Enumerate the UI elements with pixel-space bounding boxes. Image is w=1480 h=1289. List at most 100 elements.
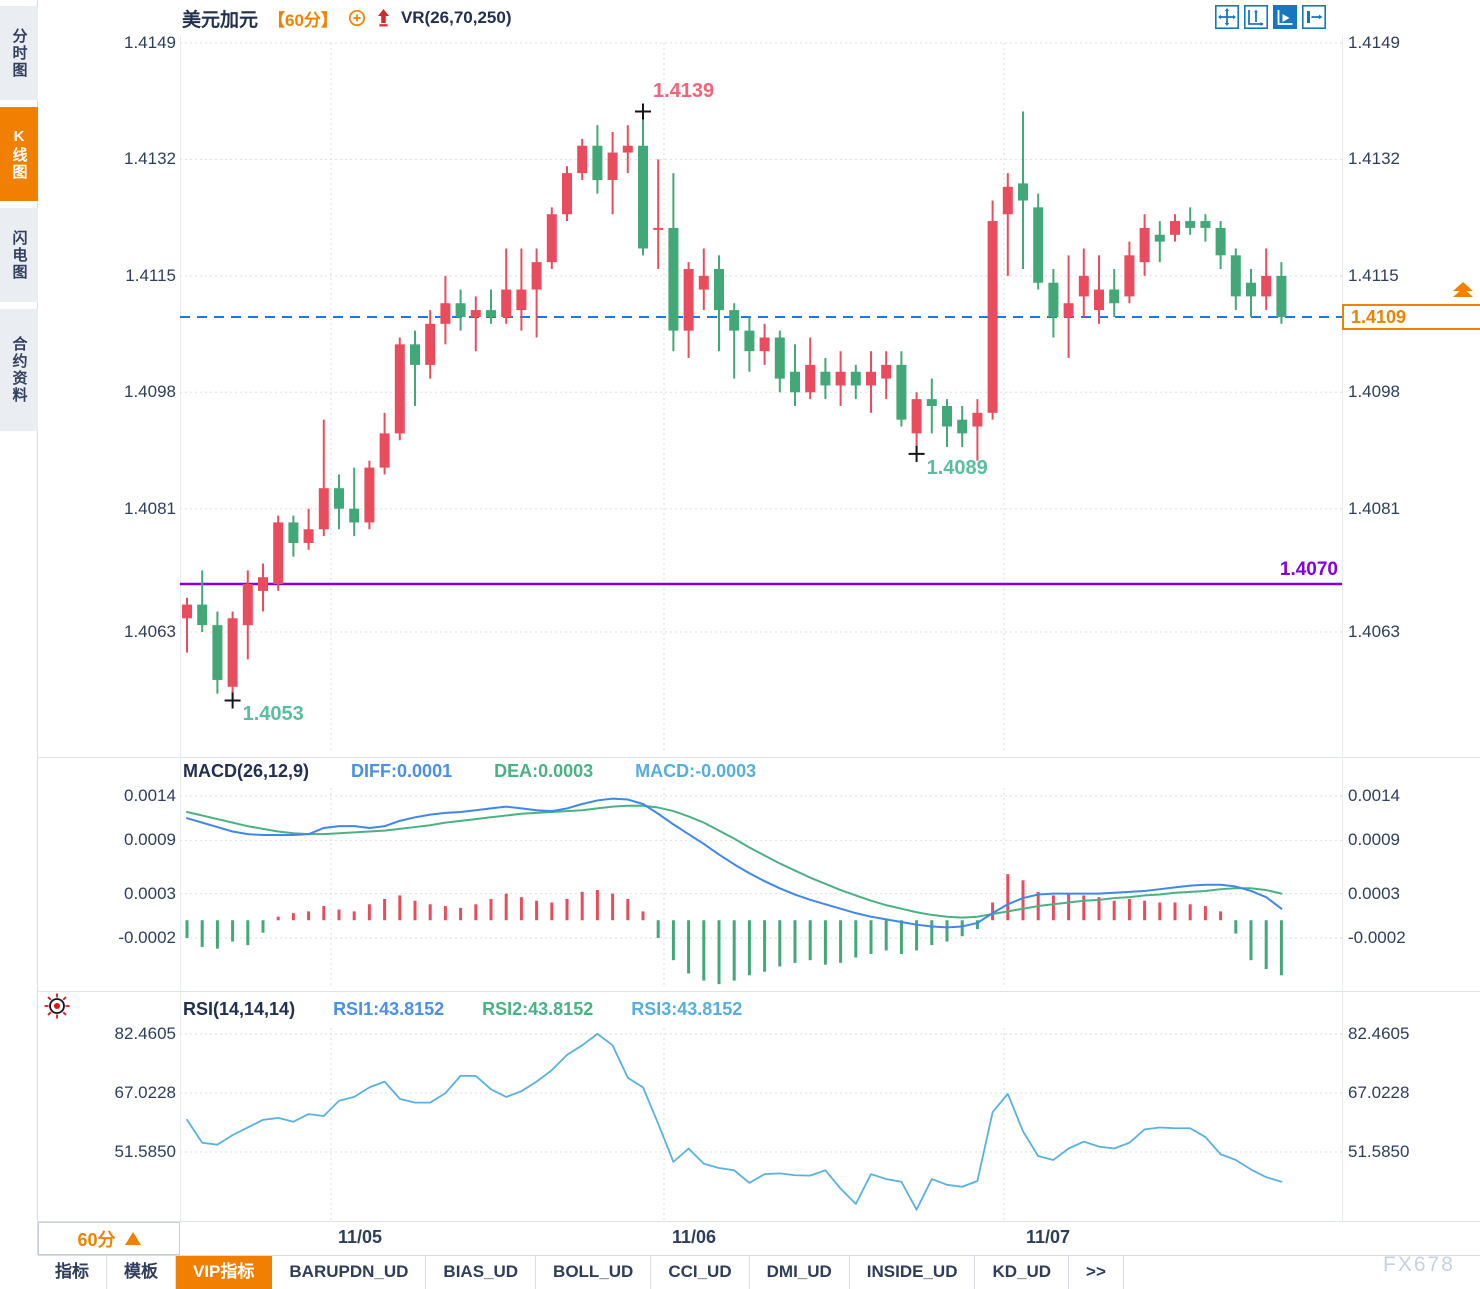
candle-body — [759, 337, 770, 352]
tab-vip-indicators[interactable]: VIP指标 — [176, 1256, 273, 1289]
candle-body — [1139, 227, 1150, 263]
sidebar-item-time-chart[interactable]: 分时图 — [0, 6, 38, 100]
plus-circle-icon[interactable] — [348, 9, 366, 27]
tab-dmi-ud[interactable]: DMI_UD — [750, 1256, 850, 1289]
candle-body — [622, 145, 633, 153]
macd-histogram-bar — [1097, 897, 1101, 921]
macd-histogram-bar — [1264, 920, 1268, 970]
macd-histogram-bar — [671, 920, 675, 961]
macd-title: MACD(26,12,9) — [183, 761, 310, 781]
candle-body — [774, 337, 785, 379]
macd-histogram-bar — [565, 898, 569, 921]
candle-body — [455, 303, 466, 317]
tab-templates[interactable]: 模板 — [107, 1256, 176, 1289]
chart-toolbar — [1215, 5, 1326, 29]
candle-body — [1063, 303, 1074, 317]
candle-body — [1124, 255, 1135, 297]
macd-histogram-bar — [1143, 900, 1147, 921]
macd-histogram-bar — [550, 902, 554, 921]
macd-histogram-bar — [869, 920, 873, 954]
tab-cci-ud[interactable]: CCI_UD — [651, 1256, 750, 1289]
pan-right-icon[interactable] — [1302, 5, 1326, 29]
candle-body — [1109, 289, 1120, 304]
tab-barupdn-ud[interactable]: BARUPDN_UD — [272, 1256, 427, 1289]
candle-body — [668, 227, 679, 331]
indicator-label[interactable]: VR(26,70,250) — [400, 8, 512, 27]
macd-histogram-bar — [246, 920, 250, 946]
candle-body — [1230, 255, 1241, 297]
candle-body — [470, 310, 481, 317]
x-axis-date: 11/06 — [672, 1227, 717, 1247]
macd-histogram-bar — [231, 920, 235, 942]
macd-histogram-bar — [854, 920, 858, 958]
candle-body — [182, 604, 192, 619]
tab-inside-ud[interactable]: INSIDE_UD — [850, 1256, 976, 1289]
candle-body — [1246, 282, 1256, 297]
support-level-label: 1.4070 — [1279, 559, 1338, 581]
tab-bias-ud[interactable]: BIAS_UD — [426, 1256, 537, 1289]
macd-histogram-bar — [535, 900, 539, 921]
macd-histogram-bar — [1188, 904, 1192, 921]
current-price-value: 1.4109 — [1351, 306, 1407, 327]
macd-histogram-bar — [580, 891, 584, 921]
candle-body — [653, 227, 664, 230]
candle-body — [729, 310, 740, 331]
macd-value-readout: MACD:-0.0003 — [635, 761, 757, 781]
macd-histogram-bar — [717, 920, 721, 985]
macd-histogram-bar — [960, 920, 964, 937]
macd-histogram-bar — [443, 906, 447, 921]
macd-histogram-bar — [747, 920, 751, 976]
candle-body — [334, 488, 344, 509]
crosshair-tool-icon[interactable] — [1215, 5, 1239, 29]
candle-body — [987, 221, 998, 413]
rsi2-readout: RSI2:43.8152 — [482, 999, 594, 1019]
candle-body — [531, 262, 542, 290]
macd-histogram-bar — [1249, 920, 1253, 961]
macd-histogram-bar — [945, 920, 949, 942]
macd-histogram-bar — [322, 906, 326, 921]
period-selector[interactable]: 60分 — [38, 1222, 180, 1255]
up-arrow-icon — [376, 8, 391, 28]
candle-body — [227, 618, 238, 687]
x-axis-date: 11/05 — [338, 1227, 383, 1247]
sidebar-item-lightning-chart[interactable]: 闪电图 — [0, 208, 38, 302]
candle-body — [805, 364, 816, 393]
candle-body — [516, 289, 527, 311]
macd-histogram-bar — [823, 920, 827, 965]
candle-body — [1276, 275, 1287, 317]
candle-body — [486, 310, 496, 317]
macd-histogram-bar — [1051, 895, 1055, 921]
macd-histogram-bar — [899, 920, 903, 954]
macd-histogram-bar — [1082, 895, 1086, 921]
tab-boll-ud[interactable]: BOLL_UD — [536, 1256, 652, 1289]
period-label[interactable]: 【60分】 — [268, 10, 338, 30]
tab-more[interactable]: >> — [1069, 1256, 1124, 1289]
tab-kd-ud[interactable]: KD_UD — [975, 1256, 1070, 1289]
candle-body — [1261, 275, 1272, 297]
tab-indicators[interactable]: 指标 — [38, 1256, 107, 1289]
sidebar-item-contract-info[interactable]: 合约资料 — [0, 309, 38, 431]
sidebar-item-kline-chart[interactable]: K线图 — [0, 107, 38, 201]
candle-body — [957, 419, 968, 434]
candle-body — [1200, 221, 1211, 228]
period-selector-label: 60分 — [77, 1229, 116, 1250]
candle-body — [972, 412, 983, 427]
axis-zoom-icon[interactable] — [1244, 5, 1268, 29]
macd-histogram-bar — [991, 902, 995, 921]
macd-histogram-bar — [337, 909, 341, 921]
macd-histogram-bar — [702, 920, 706, 981]
candle-body — [394, 344, 405, 434]
macd-histogram-bar — [626, 898, 630, 921]
candle-body — [1094, 289, 1104, 311]
macd-histogram-bar — [808, 920, 812, 961]
macd-histogram-bar — [1067, 893, 1071, 921]
candle-body — [1170, 221, 1180, 235]
macd-histogram-bar — [459, 907, 463, 921]
candle-body — [410, 344, 420, 365]
candle-body — [926, 399, 937, 406]
macd-histogram-bar — [641, 911, 645, 921]
macd-histogram-bar — [611, 893, 615, 921]
auto-scale-icon[interactable] — [1273, 5, 1297, 29]
